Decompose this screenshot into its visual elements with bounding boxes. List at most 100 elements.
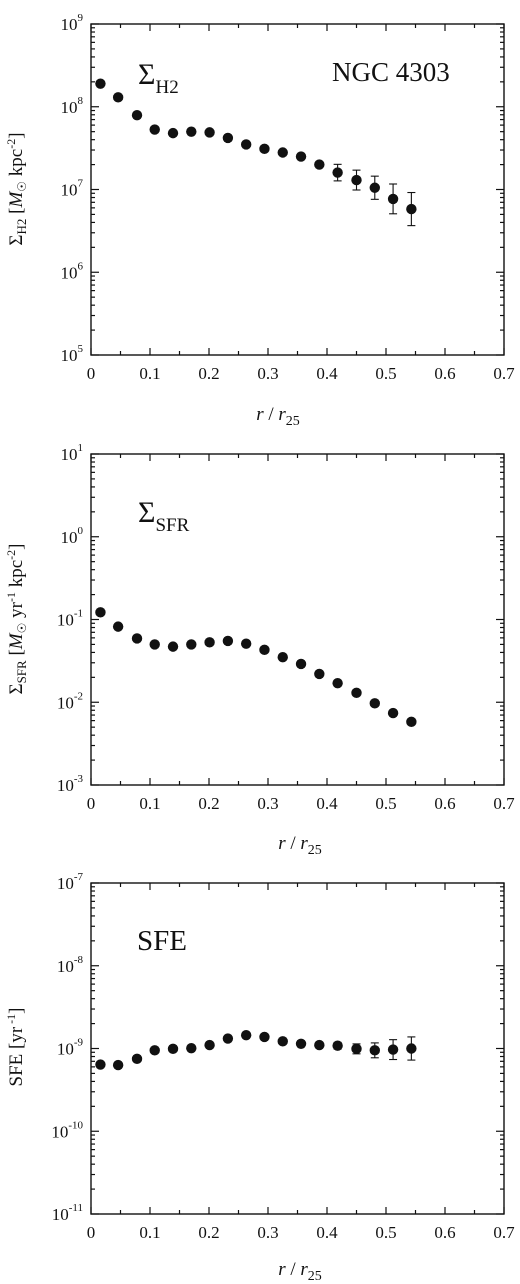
data-point	[167, 127, 179, 139]
data-point	[112, 92, 124, 103]
x-tick-label: 0.7	[493, 794, 515, 813]
data-point	[204, 637, 215, 648]
y-tick-label: 10-11	[52, 1202, 83, 1224]
x-tick-labels: 0 0.1 0.2 0.3 0.4 0.5 0.6 0.7	[87, 364, 515, 383]
y-tick-label: 105	[61, 343, 84, 365]
data-point	[240, 1029, 252, 1041]
tick-group	[90, 23, 505, 356]
data-points	[95, 78, 417, 227]
data-point	[204, 127, 215, 138]
x-tick-label: 0.2	[198, 794, 219, 813]
panel-sfr: 0 0.1 0.2 0.3 0.4 0.5 0.6 0.7 10-310-210-110010…	[4, 442, 515, 858]
data-point	[112, 1059, 124, 1071]
x-tick-label: 0.3	[257, 364, 278, 383]
x-tick-label: 0	[87, 794, 96, 813]
panel-annotation: ΣSFR	[138, 496, 190, 536]
x-tick-label: 0.7	[493, 1223, 515, 1242]
data-point	[240, 139, 252, 150]
x-tick-label: 0.6	[434, 364, 455, 383]
data-point	[369, 1045, 380, 1056]
x-tick-label: 0.6	[434, 1223, 455, 1242]
data-point	[406, 203, 417, 215]
x-tick-label: 0.3	[257, 1223, 278, 1242]
x-tick-label: 0.1	[139, 1223, 160, 1242]
data-point	[167, 641, 179, 652]
data-point	[259, 644, 270, 656]
y-tick-label: 100	[61, 525, 84, 547]
y-tick-label: 10-9	[57, 1037, 84, 1059]
data-point	[351, 1043, 362, 1055]
x-tick-labels: 0 0.1 0.2 0.3 0.4 0.5 0.6 0.7	[87, 1223, 515, 1242]
data-point	[131, 633, 143, 644]
data-point	[222, 635, 234, 647]
y-tick-labels: 10-3 10-2 10-1 100 101	[57, 442, 84, 795]
data-points	[95, 607, 417, 728]
data-points	[95, 1029, 417, 1071]
x-tick-label: 0.2	[198, 364, 219, 383]
x-axis-title: r / r25	[278, 1259, 322, 1284]
y-tick-labels: 10-11 10-10 10-9 10-8 10-7	[51, 871, 83, 1224]
data-point	[369, 182, 380, 193]
y-tick-label: 10-8	[57, 954, 84, 976]
x-tick-label: 0	[87, 1223, 96, 1242]
data-point	[369, 698, 380, 709]
y-tick-label: 10-7	[57, 871, 84, 893]
x-tick-labels: 0 0.1 0.2 0.3 0.4 0.5 0.6 0.7	[87, 794, 515, 813]
y-tick-label: 10-10	[51, 1119, 83, 1141]
data-point	[387, 707, 399, 719]
y-tick-label: 109	[61, 12, 84, 34]
panel-annotation: SFE	[137, 925, 187, 957]
x-tick-label: 0.4	[316, 794, 338, 813]
data-point	[95, 78, 106, 89]
data-point	[131, 110, 143, 121]
data-point	[112, 621, 124, 632]
tick-group	[90, 882, 505, 1215]
data-point	[131, 1053, 143, 1065]
data-point	[186, 1042, 197, 1054]
panel-annotation: ΣH2	[138, 58, 179, 98]
y-tick-label: 108	[61, 95, 84, 117]
x-tick-label: 0.5	[375, 364, 396, 383]
data-point	[149, 639, 160, 650]
data-point	[95, 607, 106, 618]
x-axis-title: r / r25	[256, 404, 300, 429]
data-point	[259, 1031, 270, 1043]
data-point	[295, 658, 307, 670]
data-point	[222, 1033, 234, 1044]
data-point	[332, 677, 343, 689]
data-point	[277, 147, 288, 158]
data-point	[204, 1039, 215, 1051]
x-tick-label: 0.3	[257, 794, 278, 813]
y-tick-label: 101	[61, 442, 84, 464]
y-axis-title: ΣSFR [M☉ yr-1 kpc-2]	[4, 544, 29, 695]
data-point	[295, 151, 307, 162]
x-tick-label: 0.2	[198, 1223, 219, 1242]
x-tick-label: 0.6	[434, 794, 455, 813]
x-tick-label: 0.5	[375, 1223, 396, 1242]
data-point	[351, 687, 362, 699]
y-axis-title: SFE [yr -1]	[4, 1008, 27, 1087]
panel-sfe: 0 0.1 0.2 0.3 0.4 0.5 0.6 0.7 10-1110-1010-910-…	[4, 871, 515, 1284]
data-point	[332, 1040, 343, 1051]
data-point	[332, 167, 343, 178]
data-point	[314, 668, 325, 680]
x-tick-label: 0.4	[316, 1223, 338, 1242]
data-point	[186, 639, 197, 650]
data-point	[314, 1039, 325, 1051]
y-tick-label: 10-1	[57, 608, 83, 630]
x-tick-label: 0.7	[493, 364, 515, 383]
data-point	[222, 132, 234, 144]
data-point	[351, 174, 362, 186]
data-point	[240, 638, 252, 649]
x-tick-label: 0	[87, 364, 96, 383]
data-point	[277, 652, 288, 663]
x-tick-label: 0.4	[316, 364, 338, 383]
data-point	[95, 1059, 106, 1070]
y-tick-labels: 105 106 107 108 109	[61, 12, 84, 365]
data-point	[406, 1043, 417, 1054]
x-tick-label: 0.1	[139, 364, 160, 383]
y-tick-label: 10-3	[57, 773, 84, 795]
y-tick-label: 106	[61, 260, 84, 282]
data-point	[406, 716, 417, 728]
